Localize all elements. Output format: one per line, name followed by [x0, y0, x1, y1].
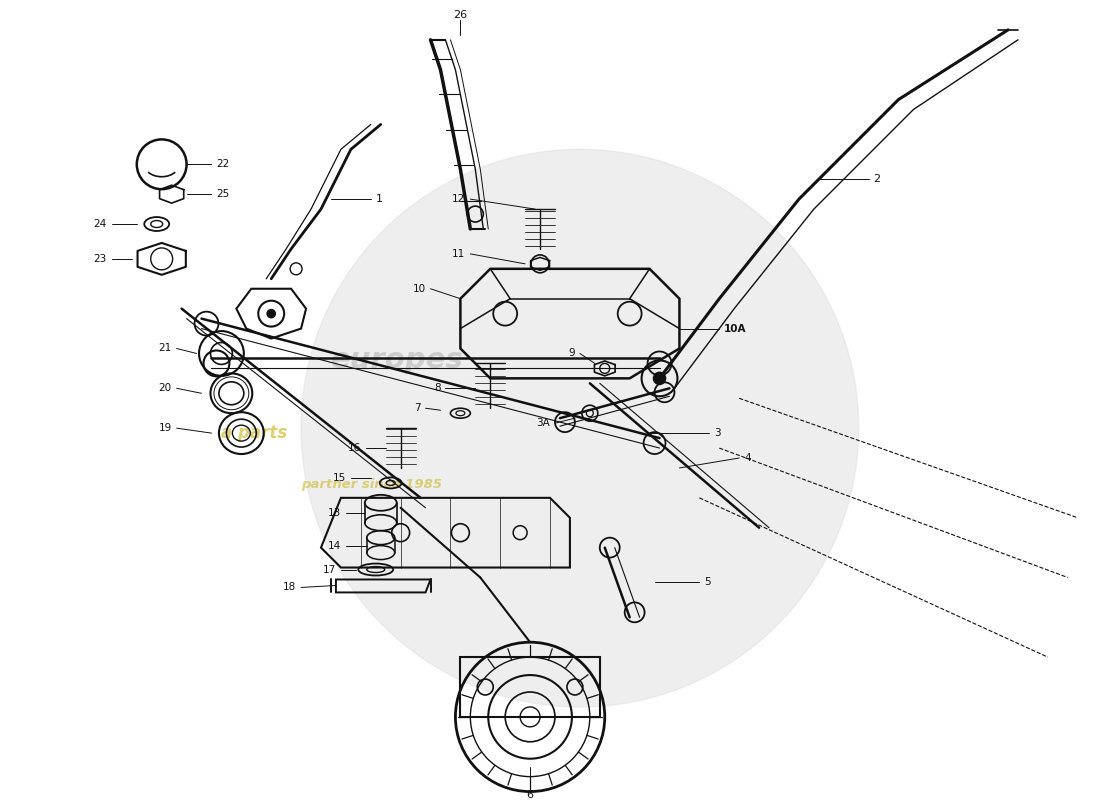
Text: 8: 8 [433, 383, 440, 394]
Text: a parts: a parts [221, 424, 288, 442]
Text: 23: 23 [94, 254, 107, 264]
Circle shape [653, 372, 666, 384]
Text: 12: 12 [452, 194, 465, 204]
Text: 24: 24 [94, 219, 107, 229]
Text: 18: 18 [283, 582, 296, 593]
Text: 6: 6 [527, 790, 534, 799]
Text: 26: 26 [453, 10, 468, 20]
Text: 16: 16 [348, 443, 361, 453]
Text: 11: 11 [452, 249, 465, 259]
Text: 19: 19 [158, 423, 172, 433]
Text: 15: 15 [332, 473, 345, 483]
Text: 3: 3 [714, 428, 720, 438]
Text: 7: 7 [414, 403, 420, 414]
Text: partner since 1985: partner since 1985 [301, 478, 442, 491]
Text: 4: 4 [745, 453, 751, 463]
Text: 10A: 10A [724, 323, 747, 334]
Text: 21: 21 [158, 343, 172, 354]
Text: 22: 22 [217, 159, 230, 170]
Text: 10: 10 [412, 284, 426, 294]
Circle shape [267, 310, 275, 318]
Text: 20: 20 [158, 383, 172, 394]
Text: 1: 1 [376, 194, 383, 204]
Text: 14: 14 [328, 541, 341, 550]
Text: 17: 17 [322, 565, 335, 574]
Text: 25: 25 [217, 189, 230, 199]
Text: 5: 5 [704, 578, 711, 587]
Text: 9: 9 [569, 349, 575, 358]
Text: 3A: 3A [536, 418, 550, 428]
Text: 13: 13 [328, 508, 341, 518]
Text: europes: europes [331, 346, 464, 374]
Polygon shape [301, 150, 859, 707]
Text: 2: 2 [873, 174, 881, 184]
